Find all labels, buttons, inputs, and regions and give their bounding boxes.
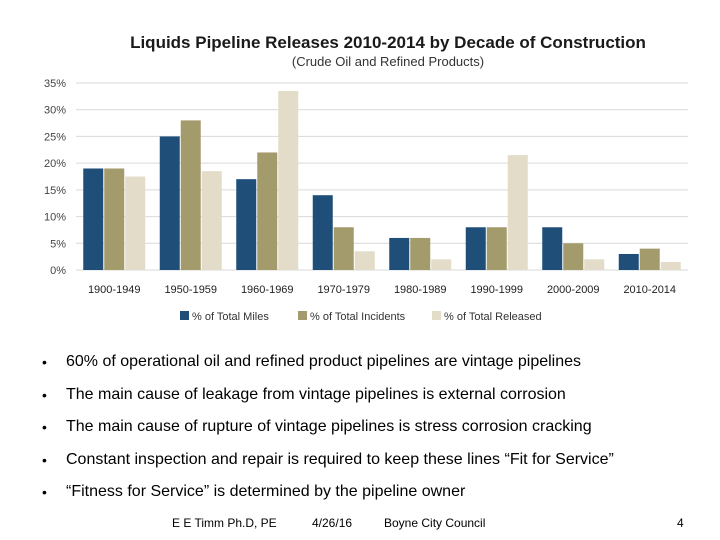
bar — [618, 253, 639, 270]
bars — [83, 91, 681, 271]
bar — [389, 237, 410, 270]
bullet-text: Constant inspection and repair is requir… — [66, 450, 614, 468]
legend-swatch — [298, 311, 307, 320]
x-tick-label: 1980-1989 — [394, 284, 447, 296]
bullet-list: • 60% of operational oil and refined prod… — [42, 352, 702, 515]
y-tick-label: 0% — [50, 265, 66, 277]
legend: % of Total Miles % of Total Incidents % of… — [180, 311, 542, 323]
bar — [584, 259, 605, 270]
bar — [312, 195, 333, 270]
bullet-text: The main cause of leakage from vintage p… — [66, 385, 566, 403]
y-tick-label: 15% — [44, 185, 66, 197]
legend-swatch — [432, 311, 441, 320]
chart-canvas: Liquids Pipeline Releases 2010-2014 by D… — [44, 33, 688, 323]
footer-date: 4/26/16 — [312, 516, 353, 530]
legend-label: % of Total Incidents — [310, 311, 406, 323]
bullet-text: 60% of operational oil and refined produ… — [66, 353, 582, 370]
legend-label: % of Total Miles — [192, 311, 269, 323]
bar-chart: Liquids Pipeline Releases 2010-2014 by D… — [44, 33, 688, 323]
bullet-text: “Fitness for Service” is determined by t… — [66, 483, 466, 500]
bar — [507, 155, 528, 270]
footer-page-number: 4 — [677, 516, 684, 530]
bar — [660, 261, 681, 270]
bar — [278, 91, 299, 270]
bullet-dot: • — [42, 386, 47, 403]
y-tick-label: 20% — [44, 158, 66, 170]
bar — [486, 227, 507, 270]
chart-subtitle: (Crude Oil and Refined Products) — [292, 54, 484, 69]
bar — [201, 171, 222, 270]
footer-author: E E Timm Ph.D, PE — [172, 516, 277, 530]
bar — [410, 237, 431, 270]
bar — [257, 152, 278, 270]
bar — [639, 248, 660, 270]
bullet-item: • 60% of operational oil and refined prod… — [42, 352, 702, 385]
bar — [563, 243, 584, 270]
bar — [542, 227, 563, 270]
bullet-item: • The main cause of rupture of vintage pi… — [42, 417, 702, 450]
x-tick-label: 2010-2014 — [623, 284, 676, 296]
bar — [125, 176, 146, 270]
x-tick-label: 2000-2009 — [547, 284, 600, 296]
x-axis-ticks: 1900-1949 1950-1959 1960-1969 1970-1979 1980… — [88, 284, 676, 296]
bullet-dot: • — [42, 419, 47, 435]
bullet-dot: • — [42, 451, 47, 468]
bullet-dot: • — [42, 484, 47, 500]
legend-label: % of Total Released — [444, 311, 542, 323]
slide-footer: E E Timm Ph.D, PE 4/26/16 Boyne City Cou… — [0, 516, 720, 534]
bar — [465, 227, 486, 270]
bullet-dot: • — [42, 354, 47, 370]
y-tick-label: 35% — [44, 78, 66, 90]
x-tick-label: 1950-1959 — [164, 284, 217, 296]
x-tick-label: 1960-1969 — [241, 284, 294, 296]
y-axis-ticks: 0% 5% 10% 15% 20% 25% 30% 35% — [44, 78, 66, 277]
bar — [159, 136, 180, 270]
bullet-text: The main cause of rupture of vintage pip… — [66, 418, 592, 435]
x-tick-label: 1990-1999 — [470, 284, 523, 296]
bar — [83, 168, 104, 270]
bar — [236, 179, 257, 270]
bar — [354, 251, 375, 270]
bar — [104, 168, 125, 270]
chart-title: Liquids Pipeline Releases 2010-2014 by D… — [130, 33, 646, 52]
x-tick-label: 1970-1979 — [317, 284, 370, 296]
bar — [431, 259, 452, 270]
bullet-item: • “Fitness for Service” is determined by … — [42, 482, 702, 515]
bullet-item: • The main cause of leakage from vintage … — [42, 385, 702, 418]
legend-swatch — [180, 311, 189, 320]
y-tick-label: 25% — [44, 131, 66, 143]
bar — [333, 227, 354, 270]
y-tick-label: 10% — [44, 212, 66, 224]
x-tick-label: 1900-1949 — [88, 284, 141, 296]
y-tick-label: 30% — [44, 105, 66, 117]
footer-organization: Boyne City Council — [384, 516, 486, 530]
bullet-item: • Constant inspection and repair is requi… — [42, 450, 702, 483]
bar — [180, 120, 201, 271]
y-tick-label: 5% — [50, 238, 66, 250]
